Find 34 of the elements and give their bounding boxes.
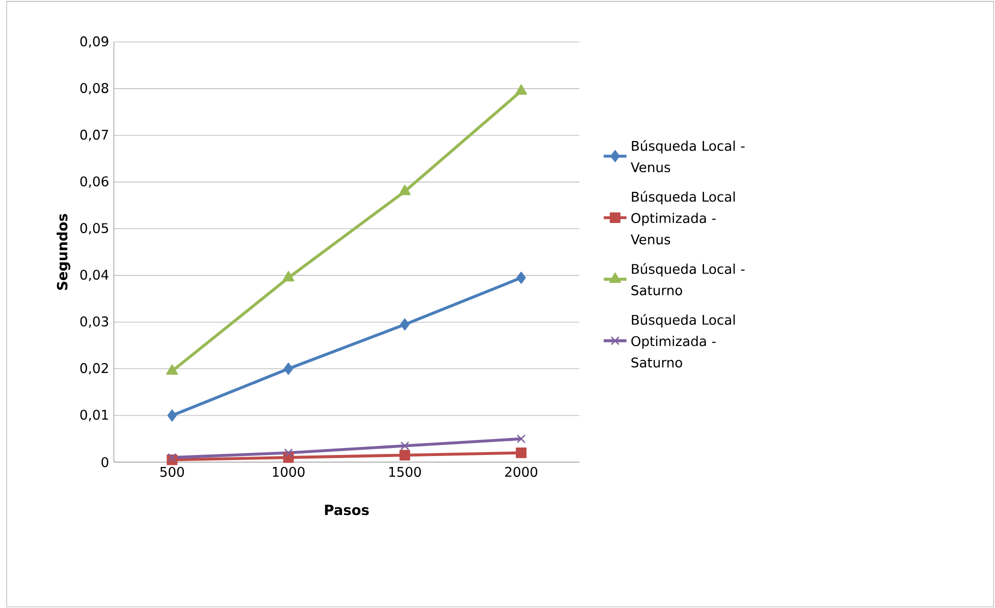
x-tick-label: 2000 [505, 466, 538, 477]
legend-label: Búsqueda Local Optimizada - Saturno [631, 314, 735, 368]
x-axis-title: Pasos [325, 504, 369, 516]
y-tick-label: 0,05 [80, 222, 108, 234]
x-tick-label: 500 [160, 466, 184, 477]
y-tick-label: 0,03 [80, 316, 108, 328]
y-tick-label: 0,02 [80, 362, 108, 374]
y-tick-label: 0,04 [80, 270, 108, 282]
y-axis-title: Segundos [56, 214, 70, 290]
y-tick-label: 0,07 [80, 130, 108, 142]
legend-label: Búsqueda Local - Venus [630, 140, 745, 172]
y-tick-label: 0 [102, 457, 108, 468]
y-tick-label: 0,01 [80, 410, 108, 422]
point [166, 364, 178, 375]
legend-label: Búsqueda Local - Saturno [632, 263, 745, 296]
point [282, 270, 294, 282]
y-tick-label: 0,08 [80, 82, 108, 94]
legend-label: Búsqueda Local Optimizada - Venus [630, 190, 735, 244]
point [516, 447, 527, 458]
x-tick-label: 1500 [389, 466, 421, 477]
point [516, 434, 526, 444]
point [400, 318, 410, 330]
point [284, 448, 293, 458]
point [284, 362, 294, 375]
point [168, 452, 177, 462]
x-tick-label: 1000 [272, 466, 305, 477]
point [167, 409, 177, 422]
point [515, 84, 528, 95]
point [516, 272, 526, 284]
point [399, 450, 410, 460]
point [400, 441, 410, 450]
y-tick-label: 0,09 [80, 36, 108, 48]
y-tick-label: 0,06 [80, 176, 108, 188]
point [398, 184, 411, 195]
